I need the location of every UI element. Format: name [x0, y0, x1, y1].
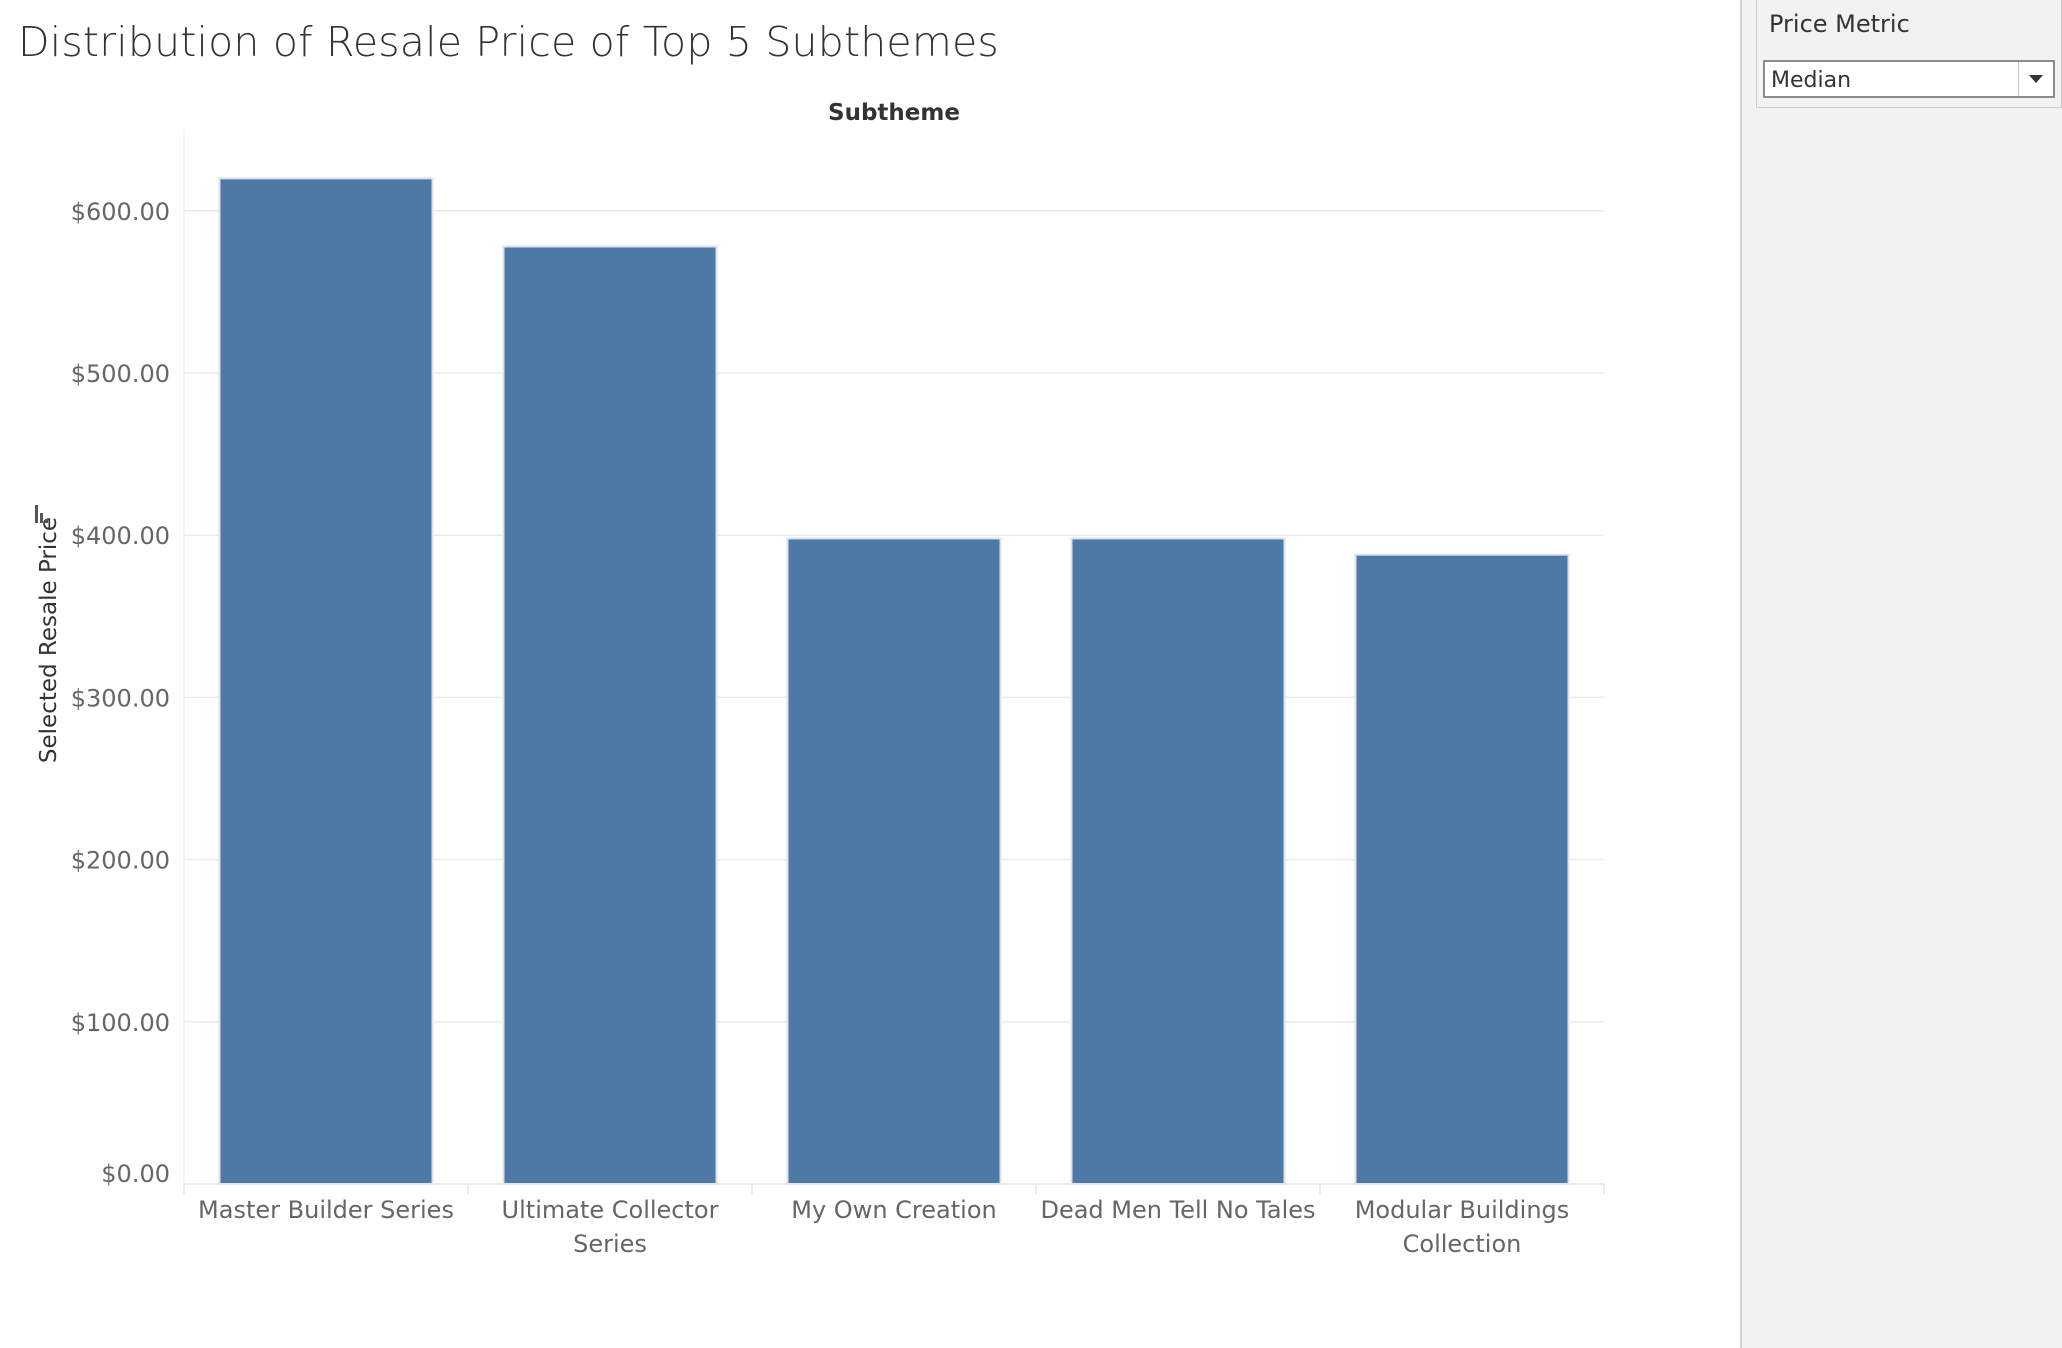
y-axis-title: Selected Resale Price [36, 517, 62, 763]
y-tick-label: $500.00 [71, 360, 170, 388]
x-tick-label: Series [573, 1230, 647, 1258]
x-tick-label: Master Builder Series [198, 1196, 454, 1224]
bar[interactable] [1354, 553, 1570, 1185]
x-tick-label: Collection [1403, 1230, 1522, 1258]
y-tick-label: $600.00 [71, 198, 170, 226]
dropdown-button[interactable] [2018, 62, 2053, 96]
bar[interactable] [218, 177, 434, 1186]
x-tick-label: Dead Men Tell No Tales [1040, 1196, 1315, 1224]
price-metric-selected-value: Median [1771, 68, 1852, 93]
bar[interactable] [786, 537, 1002, 1185]
y-tick-label: $200.00 [71, 847, 170, 875]
bar[interactable] [1070, 537, 1286, 1185]
y-tick-label: $400.00 [71, 522, 170, 550]
sort-icon-bar [35, 505, 38, 523]
x-tick-label: Ultimate Collector [502, 1196, 719, 1224]
y-tick-label: $0.00 [101, 1160, 170, 1188]
x-axis-title: Subtheme [828, 100, 960, 126]
price-metric-filter: Price Metric Median [1756, 0, 2062, 108]
y-tick-label: $100.00 [71, 1009, 170, 1037]
filter-panel: Price Metric Median [1740, 0, 2062, 1348]
y-tick-label: $300.00 [71, 684, 170, 712]
x-tick-label: Modular Buildings [1355, 1196, 1570, 1224]
sort-icon[interactable] [35, 505, 48, 523]
chevron-down-icon [2029, 75, 2043, 83]
filter-title: Price Metric [1769, 10, 1910, 38]
bar-chart: $0.00 $100.00 $200.00 $300.00 $400.00 $500.00… [35, 100, 1605, 1258]
sort-icon-bar [40, 513, 43, 523]
page-title: Distribution of Resale Price of Top 5 Su… [18, 18, 999, 66]
sort-icon-bar [45, 519, 48, 523]
x-tick-label: My Own Creation [791, 1196, 996, 1224]
bar[interactable] [502, 245, 718, 1185]
price-metric-dropdown[interactable]: Median [1763, 60, 2055, 98]
